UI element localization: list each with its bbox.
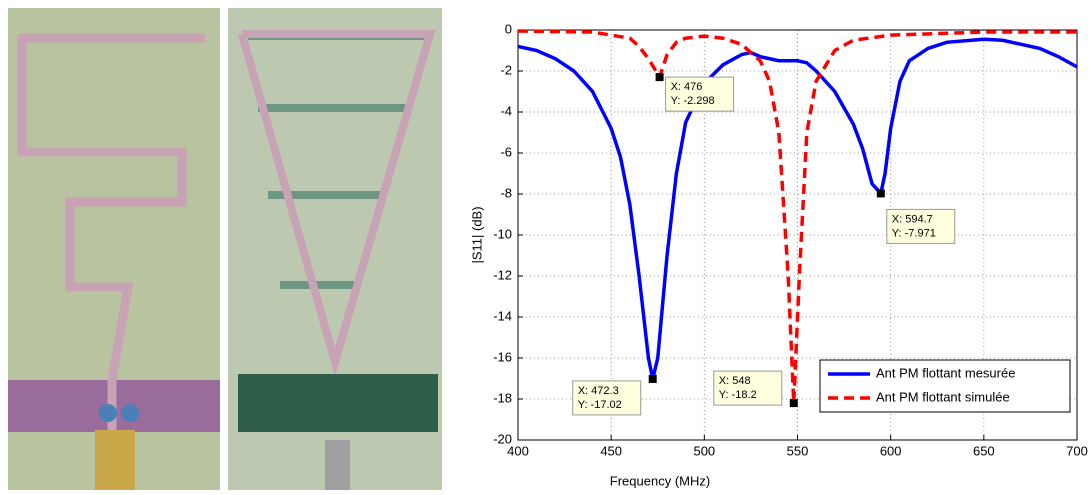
legend-box [819, 359, 1071, 413]
y-tick-label: -20 [493, 431, 512, 446]
y-tick-label: -16 [493, 349, 512, 364]
y-tick-label: -4 [500, 103, 512, 118]
data-tip-marker [655, 73, 664, 82]
y-tick-label: 0 [505, 21, 512, 36]
data-tip-marker [789, 399, 798, 408]
data-tip-text: Y: -7.971 [892, 227, 936, 239]
data-tip-box [886, 208, 956, 244]
data-tip-text: Y: -18.2 [719, 389, 757, 401]
line-series [517, 37, 1078, 380]
data-tip-box [572, 380, 642, 416]
x-axis-label: Frequency (MHz) [610, 473, 710, 488]
data-tip-text: X: 594.7 [892, 213, 933, 225]
data-tip-text: Y: -2.298 [671, 95, 715, 107]
legend-label: Ant PM flottant simulée [876, 389, 1010, 404]
data-tip-text: Y: -17.02 [578, 399, 622, 411]
data-tip-box [713, 370, 783, 406]
plot-frame [517, 29, 1078, 441]
x-tick-label: 550 [787, 443, 809, 458]
y-tick-label: -12 [493, 267, 512, 282]
data-tip-marker [648, 374, 657, 383]
x-tick-label: 450 [600, 443, 622, 458]
y-tick-label: -2 [500, 62, 512, 77]
data-tip: X: 472.3 Y: -17.02 [572, 380, 642, 416]
data-tip-text: X: 476 [671, 81, 703, 93]
data-tip-text: X: 472.3 [578, 385, 619, 397]
x-tick-label: 500 [693, 443, 715, 458]
x-tick-label: 400 [507, 443, 529, 458]
x-tick-label: 650 [973, 443, 995, 458]
photo-meander-antenna [8, 8, 220, 490]
x-tick-label: 600 [880, 443, 902, 458]
y-tick-label: -8 [500, 185, 512, 200]
y-axis-label: |S11| (dB) [469, 206, 484, 263]
x-tick-label: 700 [1066, 443, 1088, 458]
y-tick-label: -6 [500, 144, 512, 159]
photo-v-antenna [228, 8, 442, 490]
data-tip-text: X: 548 [719, 375, 751, 387]
y-tick-label: -14 [493, 308, 512, 323]
data-tip: X: 548 Y: -18.2 [713, 370, 783, 406]
y-tick-label: -10 [493, 226, 512, 241]
data-tip-box [665, 76, 735, 112]
data-tip: X: 476 Y: -2.298 [665, 76, 735, 112]
y-tick-label: -18 [493, 390, 512, 405]
line-series [517, 29, 1077, 404]
legend-label: Ant PM flottant mesurée [876, 365, 1015, 380]
data-tip-marker [876, 189, 885, 198]
data-tip: X: 594.7 Y: -7.971 [886, 208, 956, 244]
